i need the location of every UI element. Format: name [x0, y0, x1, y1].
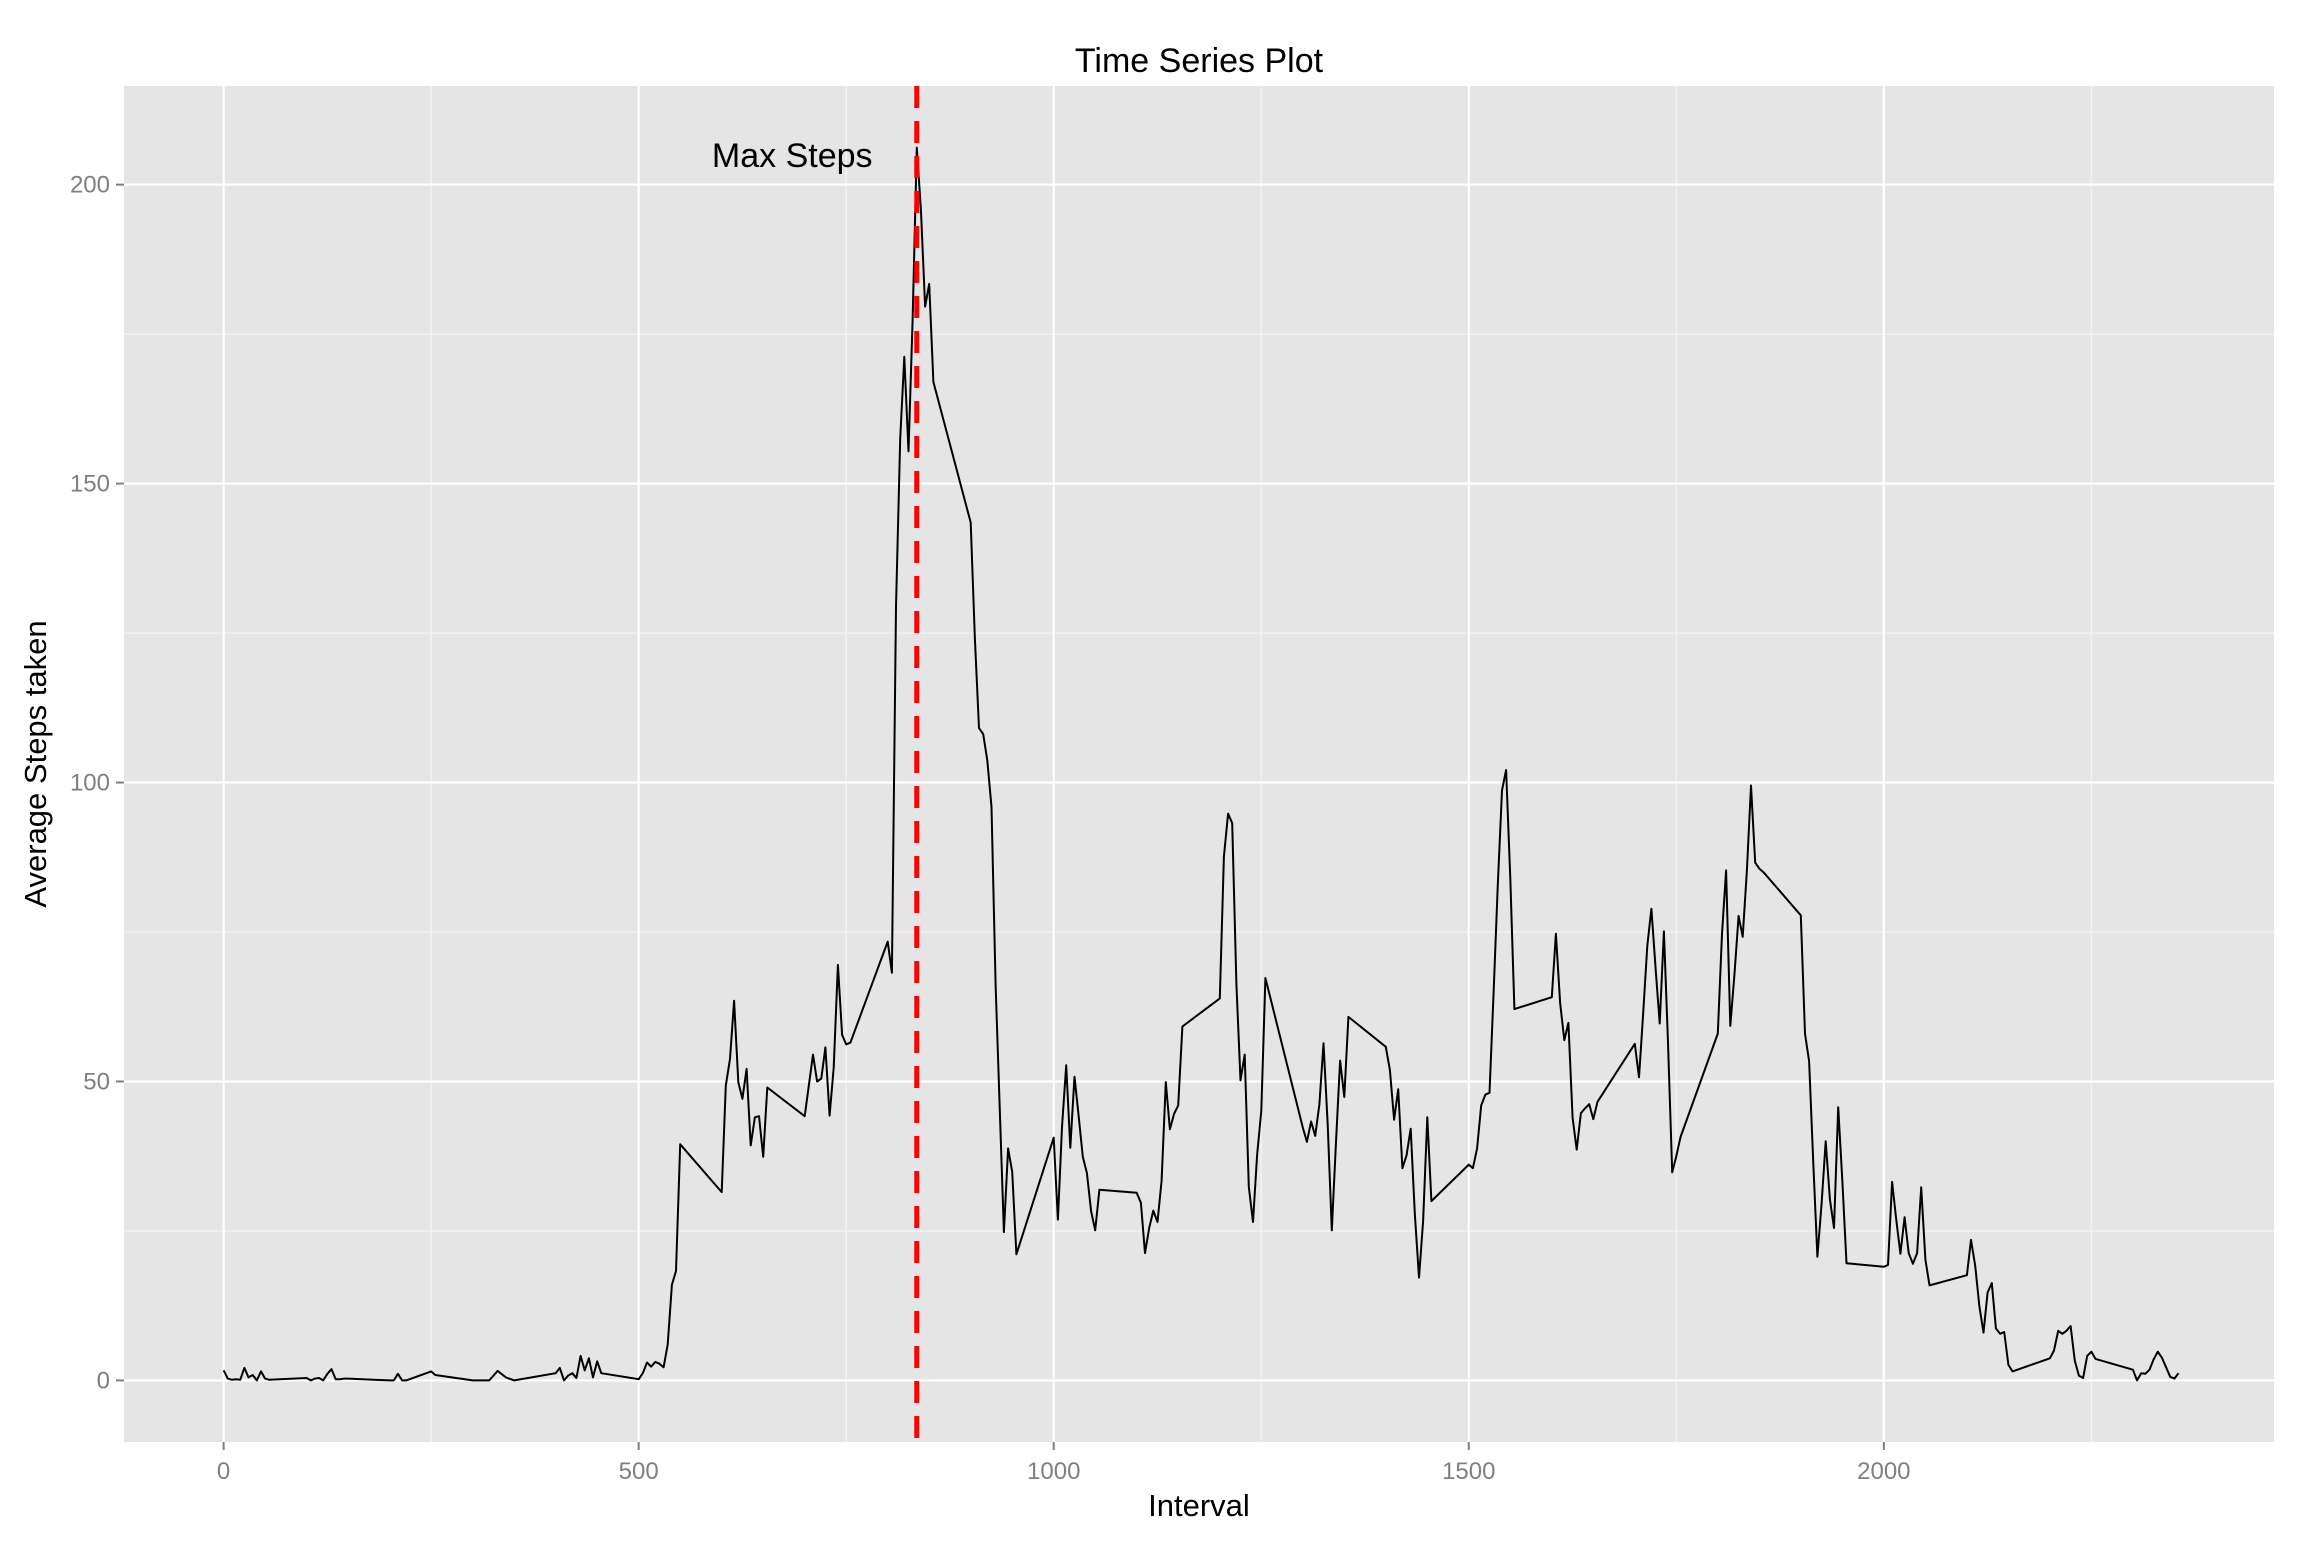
y-tick-label: 150 [70, 471, 110, 498]
series-layer [222, 146, 2180, 1382]
chart-title: Time Series Plot [1075, 42, 1324, 80]
major-gridlines [124, 86, 2274, 1442]
y-tick-label: 0 [97, 1367, 110, 1394]
x-tick-label: 0 [217, 1458, 230, 1485]
x-axis-label: Interval [1148, 1488, 1250, 1523]
y-tick-label: 50 [83, 1068, 110, 1095]
y-tick-label: 100 [70, 770, 110, 797]
annotation-label: Max Steps [712, 137, 873, 175]
minor-gridlines [124, 86, 2274, 1442]
y-axis-label: Average Steps taken [18, 620, 53, 907]
plot-panel [124, 86, 2274, 1442]
x-tick-label: 2000 [1857, 1458, 1910, 1485]
series-line-0 [222, 146, 2180, 1382]
x-axis-ticks: 0 500 1000 1500 2000 [217, 1442, 1911, 1485]
x-tick-label: 500 [619, 1458, 659, 1485]
x-tick-label: 1000 [1027, 1458, 1080, 1485]
x-tick-label: 1500 [1442, 1458, 1495, 1485]
y-axis-ticks: 0 50 100 150 200 [70, 172, 124, 1394]
annotation-layer: Max Steps [712, 137, 873, 175]
y-tick-label: 200 [70, 172, 110, 199]
